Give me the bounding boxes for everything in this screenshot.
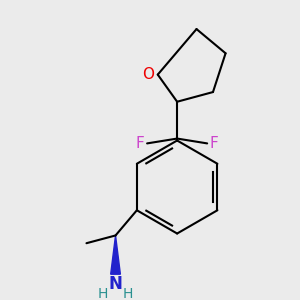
Text: N: N bbox=[109, 275, 122, 293]
Text: H: H bbox=[123, 286, 133, 300]
Text: H: H bbox=[98, 286, 108, 300]
Polygon shape bbox=[111, 236, 120, 274]
Text: O: O bbox=[142, 67, 154, 82]
Text: F: F bbox=[136, 136, 145, 151]
Text: F: F bbox=[210, 136, 218, 151]
